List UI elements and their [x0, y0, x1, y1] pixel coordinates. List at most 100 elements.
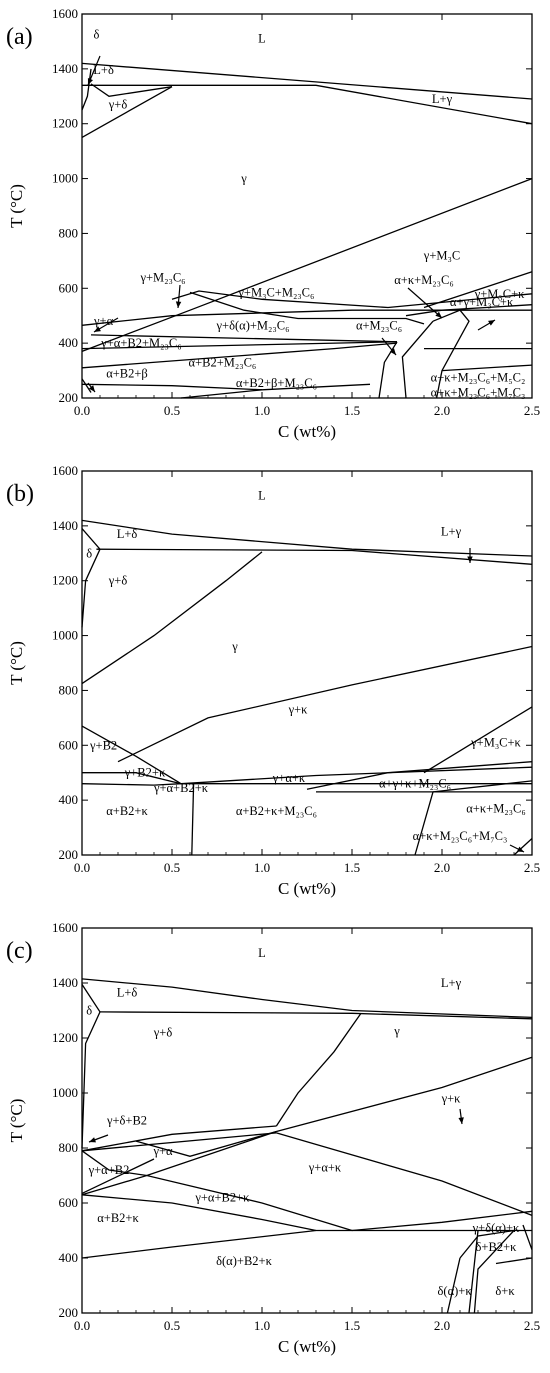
phase-region-label: α+γ+M₃C+κ	[450, 295, 514, 309]
phase-region-label: γ+M₃C	[423, 248, 460, 262]
phase-boundary	[81, 984, 101, 1149]
phase-region-label: δ+κ	[495, 1284, 515, 1298]
plot-frame	[81, 13, 533, 399]
phase-boundary	[81, 1194, 317, 1232]
y-axis-label: T (°C)	[7, 184, 26, 228]
y-tick-label: 200	[59, 390, 79, 405]
panel-1: 0.0 0.5 1.0 1.5 2.0 2.5 200 400 600 800 1000 1200 14…	[6, 463, 540, 898]
phase-region-label: α+B2+κ	[97, 1211, 139, 1225]
phase-boundary	[180, 383, 371, 399]
phase-region-label: γ+δ(α)+κ	[472, 1221, 520, 1235]
phase-region-label: δ	[86, 1004, 92, 1018]
arrow-head	[517, 846, 524, 852]
phase-region-label: α+κ+M₂₃C₆+M₇C₃	[431, 386, 526, 400]
arrow-head	[88, 385, 95, 392]
phase-boundary	[513, 838, 533, 856]
y-tick-label: 200	[59, 1305, 79, 1320]
x-tick-label: 0.0	[74, 860, 90, 875]
phase-region-label: α+B2+M₂₃C₆	[189, 355, 257, 369]
phase-region-label: γ+α+κ	[308, 1160, 342, 1174]
phase-boundary	[473, 1230, 515, 1314]
x-tick-label: 1.5	[344, 403, 360, 418]
phase-boundary	[135, 1130, 277, 1157]
y-tick-label: 400	[59, 792, 79, 807]
phase-boundary	[423, 271, 533, 309]
x-axis-label: C (wt%)	[278, 1337, 336, 1356]
panel-2: 0.0 0.5 1.0 1.5 2.0 2.5 200 400 600 800 1000 1200 14…	[6, 920, 540, 1356]
phase-region-label: γ+α	[93, 314, 114, 328]
y-tick-label: 800	[59, 1140, 79, 1155]
phase-region-label: α+κ+M₂₃C₆	[394, 273, 453, 287]
phase-boundary	[468, 1230, 479, 1314]
phase-region-label: L+δ	[93, 63, 114, 77]
phase-region-label: L+γ	[441, 524, 462, 538]
phase-region-label: γ	[393, 1024, 400, 1038]
y-tick-label: 1400	[52, 61, 78, 76]
phase-region-label: δ	[93, 28, 99, 42]
plot-frame	[81, 927, 533, 1314]
arrow-head	[94, 326, 101, 332]
x-tick-label: 2.5	[524, 860, 540, 875]
arrow-head	[389, 348, 396, 355]
phase-region-label: γ+δ	[108, 574, 128, 588]
x-tick-label: 2.5	[524, 403, 540, 418]
phase-region-label: L+γ	[432, 92, 453, 106]
phase-boundary	[81, 342, 398, 369]
phase-region-label: α+κ+M₂₃C₆+M₅C₂	[431, 370, 526, 384]
phase-boundary	[180, 766, 533, 785]
phase-boundary	[82, 772, 182, 785]
phase-boundary	[81, 783, 182, 786]
phase-boundary	[414, 791, 434, 856]
phase-boundary	[378, 341, 398, 399]
phase-boundary	[81, 1229, 317, 1259]
phase-boundary	[495, 1257, 533, 1265]
y-tick-label: 1200	[52, 573, 78, 588]
phase-boundary	[191, 783, 195, 856]
x-tick-label: 1.5	[344, 1318, 360, 1333]
x-tick-label: 0.5	[164, 403, 180, 418]
arrow-head	[435, 311, 442, 318]
x-tick-label: 2.5	[524, 1318, 540, 1333]
phase-region-label: α+B2+β+M₂₃C₆	[236, 376, 317, 390]
phase-region-label: δ(α)+B2+κ	[216, 1254, 272, 1268]
phase-region-label: γ+α+B2	[88, 1163, 130, 1177]
phase-region-label: γ+M₃C+κ	[470, 736, 521, 750]
y-tick-label: 600	[59, 1195, 79, 1210]
phase-region-label: γ+M₃C+κ	[474, 287, 525, 301]
phase-boundary	[81, 1125, 277, 1152]
phase-region-label: γ+B2+κ	[124, 766, 166, 780]
phase-boundary	[90, 334, 398, 343]
phase-boundary	[81, 528, 101, 628]
arrow-head	[87, 78, 93, 85]
phase-boundary	[81, 551, 263, 685]
phase-boundary	[81, 62, 533, 100]
panel-0: 0.0 0.5 1.0 1.5 2.0 2.5 200 400 600 800 1000 1200 14…	[6, 6, 540, 441]
phase-boundary	[441, 364, 533, 372]
x-axis-label: C (wt%)	[278, 879, 336, 898]
phase-region-label: δ	[86, 546, 92, 560]
phase-region-label: L+δ	[117, 527, 138, 541]
phase-region-label: α+κ+M₂₃C₆+M₇C₃	[413, 829, 508, 843]
phase-region-label: γ+δ+B2	[106, 1114, 147, 1128]
phase-region-label: γ+M₃C+M₂₃C₆	[237, 285, 314, 299]
panel-label: (c)	[6, 938, 33, 964]
phase-region-label: γ+α+B2+M₂₃C₆	[100, 336, 181, 350]
phase-boundary	[99, 1011, 533, 1020]
phase-boundary	[81, 86, 173, 138]
phase-boundary	[276, 1056, 533, 1133]
phase-region-label: L	[258, 946, 266, 960]
phase-boundary	[432, 780, 533, 793]
phase-region-label: γ	[240, 172, 247, 186]
arrow-head	[458, 1117, 464, 1124]
arrow-head	[89, 1137, 96, 1143]
panel-label: (b)	[6, 481, 34, 507]
x-axis-label: C (wt%)	[278, 422, 336, 441]
phase-boundary	[275, 1012, 362, 1127]
x-tick-label: 1.5	[344, 860, 360, 875]
y-tick-label: 1000	[52, 628, 78, 643]
phase-boundary	[81, 1174, 353, 1232]
phase-boundary	[90, 83, 173, 97]
phase-region-label: γ+α+B2+κ	[153, 781, 209, 795]
phase-boundary	[81, 68, 92, 111]
